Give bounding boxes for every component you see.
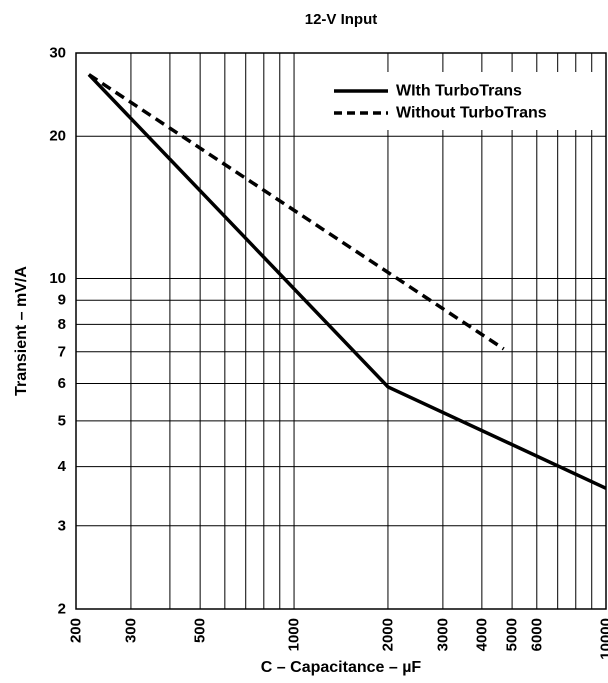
legend-label: WIth TurboTrans xyxy=(396,83,522,100)
y-tick-labels: 2 3 4 5 6 7 8 9 10 20 30 xyxy=(49,45,66,618)
x-tick-label: 300 xyxy=(122,618,139,643)
data-series xyxy=(87,73,607,490)
x-tick-labels: 200 300 500 1000 2000 3000 4000 5000 6000 10000 xyxy=(68,618,608,660)
y-tick-label: 6 xyxy=(58,375,66,392)
y-tick-label: 3 xyxy=(58,517,66,534)
x-tick-label: 200 xyxy=(68,618,85,643)
x-tick-label: 2000 xyxy=(379,618,396,651)
y-tick-label: 9 xyxy=(58,292,66,309)
y-tick-label: 7 xyxy=(58,343,66,360)
legend-box xyxy=(326,72,606,130)
y-axis-label: Transient – mV/A xyxy=(13,266,30,396)
x-tick-label: 3000 xyxy=(434,618,451,651)
legend-label: Without TurboTrans xyxy=(396,105,547,122)
y-tick-label: 4 xyxy=(58,458,67,475)
plot-grid xyxy=(75,52,607,610)
x-tick-label: 4000 xyxy=(473,618,490,651)
x-tick-label: 10000 xyxy=(598,618,608,660)
x-tick-label: 500 xyxy=(192,618,209,643)
series-line-0 xyxy=(87,73,607,490)
y-tick-label: 5 xyxy=(58,412,66,429)
y-tick-label: 2 xyxy=(58,601,66,618)
x-axis-label: C – Capacitance – µF xyxy=(261,659,422,676)
legend: WIth TurboTrans Without TurboTrans xyxy=(334,83,547,122)
y-tick-label: 10 xyxy=(49,270,66,287)
x-tick-label: 6000 xyxy=(528,618,545,651)
chart-title: 12-V Input xyxy=(305,11,378,28)
y-tick-label: 20 xyxy=(49,128,66,145)
y-tick-label: 30 xyxy=(49,45,66,62)
series-line-1 xyxy=(87,73,505,351)
y-tick-label: 8 xyxy=(58,316,66,333)
x-tick-label: 1000 xyxy=(286,618,303,651)
x-tick-label: 5000 xyxy=(504,618,521,651)
plot-frame xyxy=(75,52,607,610)
